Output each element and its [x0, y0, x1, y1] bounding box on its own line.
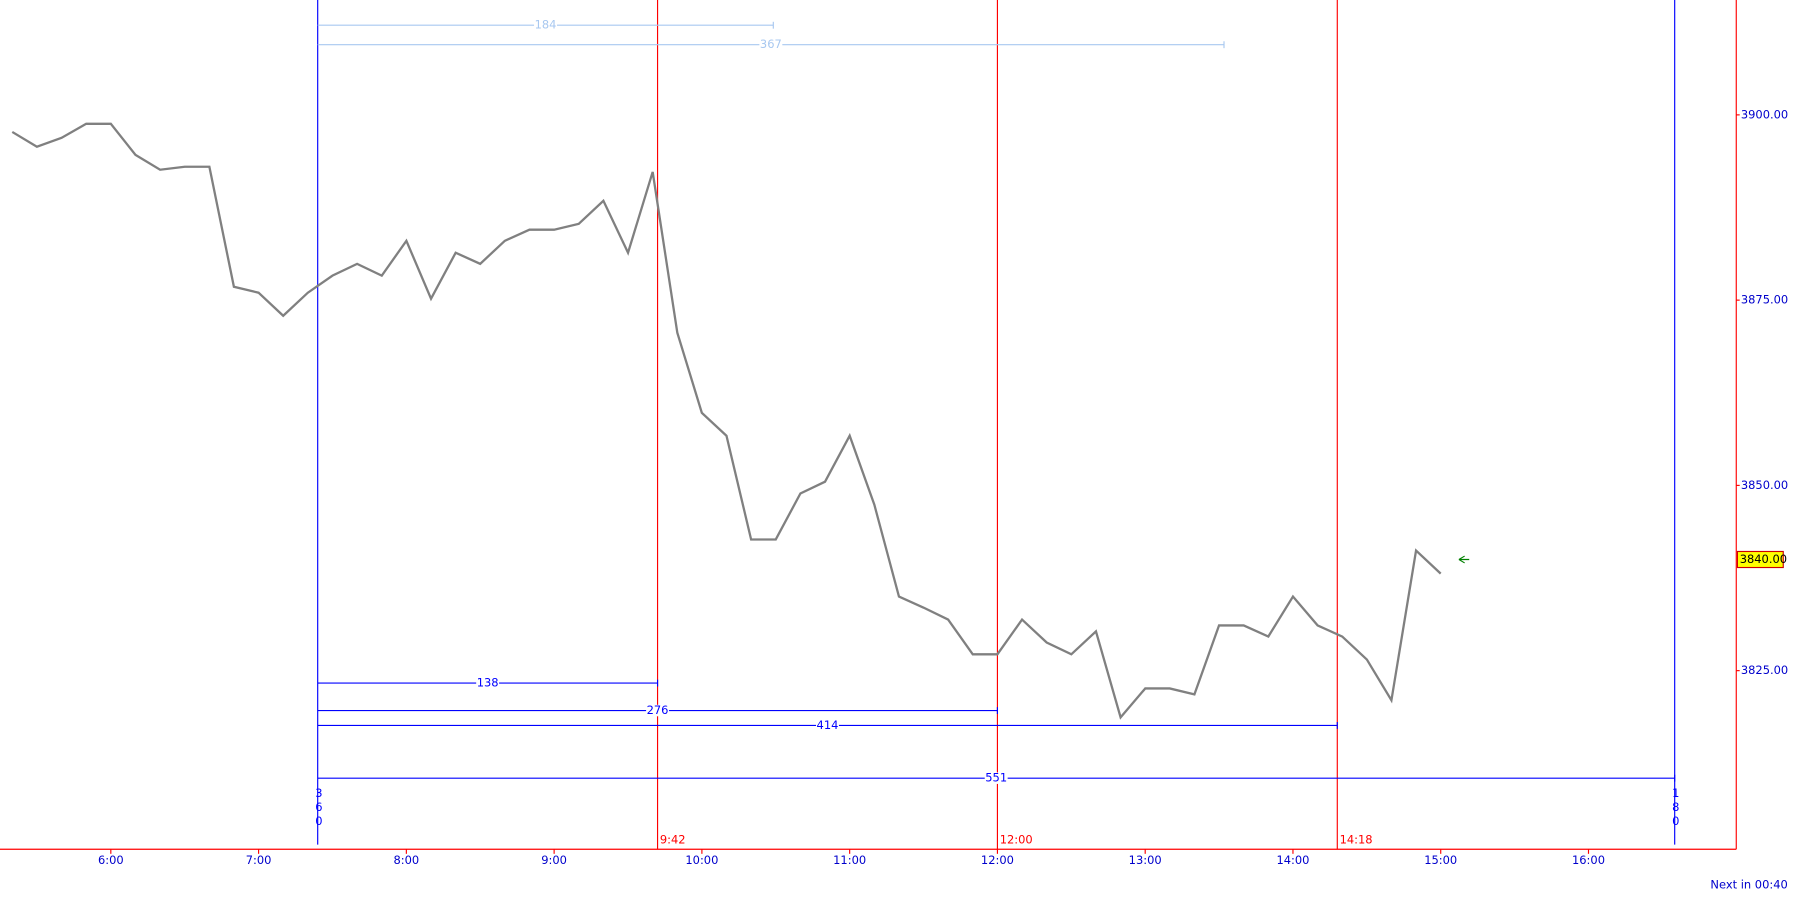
y-tick-label: 3900.00 [1741, 107, 1788, 121]
last-price-label: 3840.00 [1740, 552, 1787, 566]
interval-label-bg [534, 19, 557, 31]
x-tick-label: 13:00 [1129, 853, 1162, 867]
y-tick-label: 3875.00 [1741, 293, 1788, 307]
x-tick-label: 6:00 [98, 853, 124, 867]
time-marker-label: 12:00 [1000, 833, 1033, 847]
x-tick-label: 9:00 [541, 853, 567, 867]
x-tick-label: 15:00 [1424, 853, 1457, 867]
interval-label: 184 [535, 18, 557, 32]
x-tick-label: 10:00 [685, 853, 718, 867]
x-tick-label: 7:00 [246, 853, 272, 867]
x-tick-label: 12:00 [981, 853, 1014, 867]
time-marker-label: 14:18 [1340, 833, 1373, 847]
last-price-box [1736, 550, 1784, 569]
last-price-arrow [1458, 555, 1470, 564]
x-tick-label: 8:00 [393, 853, 419, 867]
marker-note: 180 [1669, 786, 1683, 828]
interval-label: 414 [817, 718, 839, 732]
interval-label: 138 [477, 676, 499, 690]
interval-label: 276 [647, 703, 669, 717]
y-tick-label: 3850.00 [1741, 478, 1788, 492]
x-tick-label: 14:00 [1276, 853, 1309, 867]
interval-label-bg [816, 719, 839, 732]
interval-label-bg [646, 704, 670, 717]
time-marker-label: 9:42 [660, 833, 686, 847]
interval-label-bg [476, 677, 500, 689]
y-tick-label: 3825.00 [1741, 663, 1788, 677]
marker-note: 360 [312, 786, 326, 828]
price-line [11, 122, 1442, 720]
interval-label: 551 [985, 771, 1007, 785]
x-tick-label: 11:00 [833, 853, 866, 867]
interval-label-bg [759, 38, 783, 51]
status-text: Next in 00:40 [1710, 877, 1787, 891]
interval-label-bg [984, 772, 1008, 784]
interval-label: 367 [760, 37, 782, 51]
x-tick-label: 16:00 [1572, 853, 1605, 867]
